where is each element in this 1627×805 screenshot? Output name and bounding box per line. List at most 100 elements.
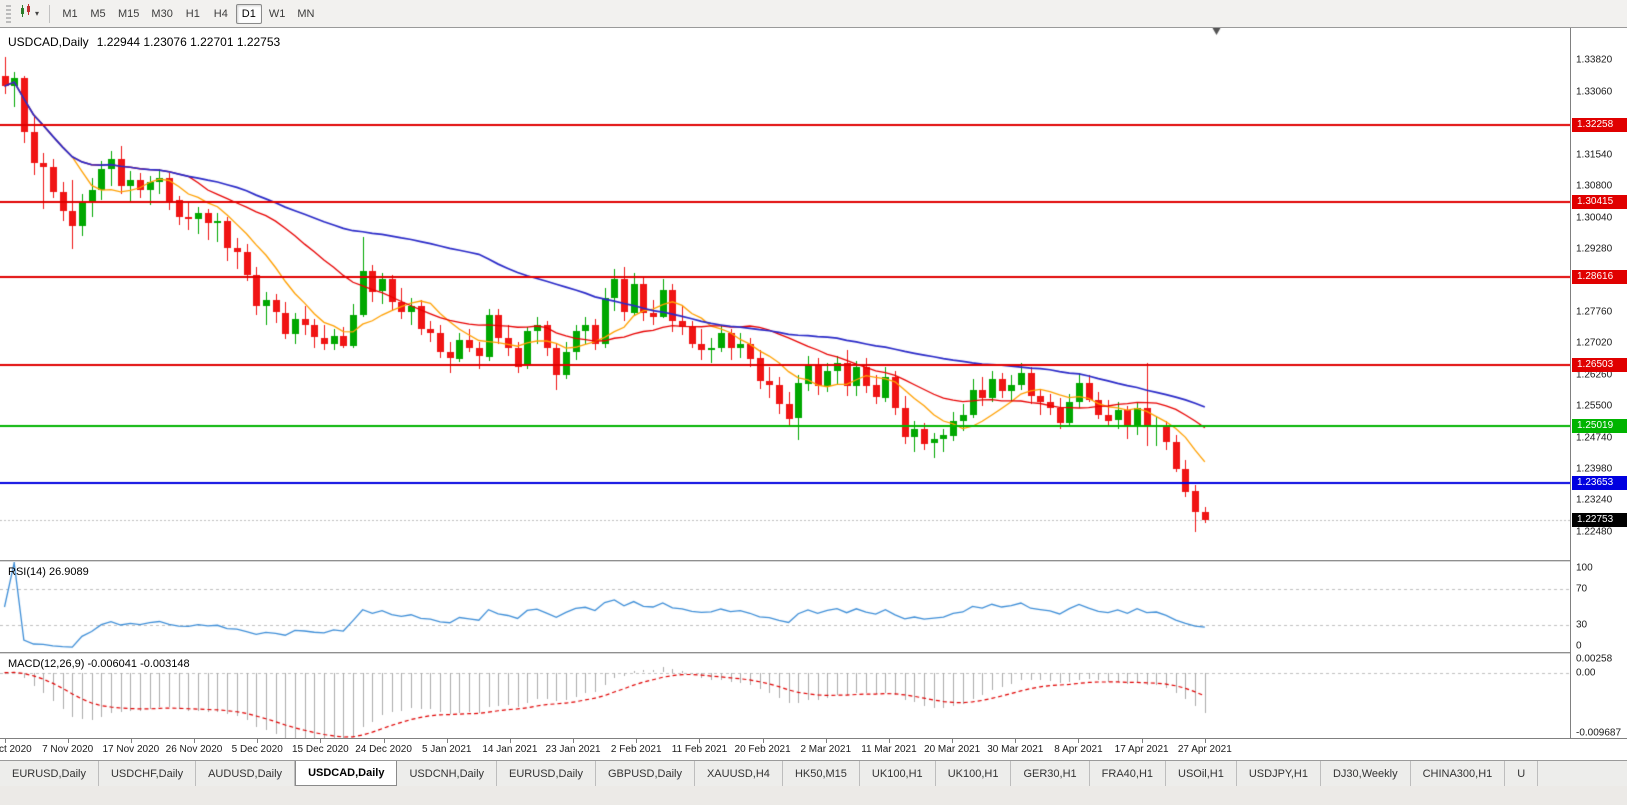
time-axis-tick [447, 739, 448, 743]
rsi-axis-label: 100 [1576, 562, 1593, 574]
price-axis-label: 1.24740 [1576, 432, 1613, 444]
chart-tab-fra40-h1[interactable]: FRA40,H1 [1089, 761, 1167, 786]
chart-tab-eurusd-daily[interactable]: EURUSD,Daily [497, 761, 596, 786]
chart-title: USDCAD,Daily 1.22944 1.23076 1.22701 1.2… [8, 35, 280, 49]
chart-tab-xauusd-h4[interactable]: XAUUSD,H4 [694, 761, 783, 786]
time-axis-tick [952, 739, 953, 743]
time-axis-tick [510, 739, 511, 743]
toolbar-grip[interactable] [6, 4, 11, 23]
chart-type-dropdown[interactable]: ▾ [15, 2, 43, 25]
time-axis-tick [1015, 739, 1016, 743]
time-axis-tick [699, 739, 700, 743]
macd-axis-label: 0.00258 [1576, 653, 1613, 665]
chart-tab-china300-h1[interactable]: CHINA300,H1 [1410, 761, 1506, 786]
chart-tabbar: EURUSD,Daily USDCHF,Daily AUDUSD,Daily USDC… [0, 760, 1627, 786]
chart-tab-uk100-h1[interactable]: UK100,H1 [859, 761, 936, 786]
time-axis-label: 14 Jan 2021 [482, 744, 538, 755]
chart-tab-ger30-h1[interactable]: GER30,H1 [1011, 761, 1090, 786]
panel-splitter[interactable] [0, 652, 1627, 654]
price-level-tag: 1.28616 [1572, 269, 1627, 284]
timeframe-buttons-group: M1 M5 M15 M30 H1 H4 D1 W1 MN [56, 3, 320, 24]
rsi-indicator-canvas[interactable] [0, 562, 1570, 652]
time-axis-label: 2 Mar 2021 [800, 744, 852, 755]
chart-tab-dj30-weekly[interactable]: DJ30,Weekly [1320, 761, 1411, 786]
time-axis-tick [1142, 739, 1143, 743]
timeframe-button-m1[interactable]: M1 [62, 7, 78, 20]
price-axis-label: 1.33820 [1576, 54, 1613, 66]
time-axis-tick [636, 739, 637, 743]
time-scale[interactable]: 29 Oct 2020 7 Nov 2020 17 Nov 2020 26 Nov 2… [0, 738, 1627, 760]
rsi-axis-label: 70 [1576, 583, 1588, 595]
bottom-strip [0, 786, 1627, 805]
timeframe-button-h1[interactable]: H1 [185, 7, 200, 20]
macd-indicator-canvas[interactable] [0, 654, 1570, 738]
panel-splitter[interactable] [0, 560, 1627, 562]
chart-tab-usdchf-daily[interactable]: USDCHF,Daily [98, 761, 197, 786]
price-scale[interactable]: 1.338201.330601.323001.315401.308001.300… [1570, 28, 1627, 738]
time-axis-tick [763, 739, 764, 743]
timeframe-button-w1[interactable]: W1 [268, 7, 286, 20]
macd-axis-label: -0.009687 [1576, 727, 1622, 739]
time-axis-tick [68, 739, 69, 743]
time-axis-tick [194, 739, 195, 743]
price-axis-label: 1.25500 [1576, 400, 1613, 412]
time-axis-label: 2 Feb 2021 [610, 744, 662, 755]
chart-tab-usdcnh-daily[interactable]: USDCNH,Daily [397, 761, 498, 786]
chart-tab-usdjpy-h1[interactable]: USDJPY,H1 [1236, 761, 1321, 786]
price-axis-label: 1.30040 [1576, 212, 1613, 224]
time-axis-label: 27 Apr 2021 [1177, 744, 1232, 755]
chevron-down-icon: ▾ [35, 9, 40, 18]
main-chart-canvas[interactable] [0, 28, 1570, 560]
timeframe-button-m5[interactable]: M5 [90, 7, 106, 20]
time-axis-label: 20 Feb 2021 [734, 744, 791, 755]
time-axis-label: 8 Apr 2021 [1054, 744, 1103, 755]
price-axis-label: 1.30800 [1576, 180, 1613, 192]
chart-tab-uk100-h1[interactable]: UK100,H1 [935, 761, 1012, 786]
rsi-axis-label: 0 [1576, 640, 1582, 652]
timeframe-button-d1[interactable]: D1 [235, 3, 262, 24]
price-level-tag: 1.30415 [1572, 194, 1627, 209]
timeframe-button-m15[interactable]: M15 [118, 7, 140, 20]
time-axis-label: 5 Dec 2020 [231, 744, 283, 755]
time-axis-label: 5 Jan 2021 [421, 744, 472, 755]
chart-tab-usdcad-daily[interactable]: USDCAD,Daily [295, 761, 398, 786]
price-level-tag: 1.32258 [1572, 118, 1627, 133]
chart-tab-eurusd-daily[interactable]: EURUSD,Daily [0, 761, 99, 786]
time-axis-label: 23 Jan 2021 [545, 744, 601, 755]
time-axis-label: 11 Feb 2021 [671, 744, 728, 755]
time-axis-tick [889, 739, 890, 743]
chart-tab-gbpusd-daily[interactable]: GBPUSD,Daily [596, 761, 695, 786]
timeframe-button-mn[interactable]: MN [297, 7, 315, 20]
chart-symbol-period: USDCAD,Daily [8, 35, 89, 49]
price-level-tag: 1.25019 [1572, 419, 1627, 434]
time-axis-label: 20 Mar 2021 [924, 744, 981, 755]
macd-label: MACD(12,26,9) -0.006041 -0.003148 [8, 658, 190, 670]
time-axis-label: 7 Nov 2020 [42, 744, 94, 755]
time-axis-tick [1205, 739, 1206, 743]
chart-window-usdcad: USDCAD,Daily 1.22944 1.23076 1.22701 1.2… [0, 28, 1627, 760]
price-axis-label: 1.31540 [1576, 149, 1613, 161]
timeframe-button-m30[interactable]: M30 [151, 7, 173, 20]
time-axis-tick [257, 739, 258, 743]
timeframe-button-h4[interactable]: H4 [213, 7, 228, 20]
price-level-tag: 1.26503 [1572, 357, 1627, 372]
price-axis-label: 1.26260 [1576, 369, 1613, 381]
time-axis-tick [131, 739, 132, 743]
price-axis-label: 1.27760 [1576, 306, 1613, 318]
toolbar-separator [49, 4, 51, 23]
chart-tab-hk50-m15[interactable]: HK50,M15 [782, 761, 860, 786]
price-axis-label: 1.23240 [1576, 494, 1613, 506]
time-axis-tick [826, 739, 827, 743]
price-axis-label: 1.22480 [1576, 526, 1613, 538]
time-axis-tick [573, 739, 574, 743]
chart-ohlc-values: 1.22944 1.23076 1.22701 1.22753 [96, 35, 281, 49]
time-axis-label: 24 Dec 2020 [355, 744, 412, 755]
chart-tab-usoil-h1[interactable]: USOil,H1 [1166, 761, 1237, 786]
time-axis-tick [1078, 739, 1079, 743]
macd-axis-label: 0.00 [1576, 667, 1596, 679]
chart-tab-audusd-daily[interactable]: AUDUSD,Daily [196, 761, 296, 786]
chart-tab-u[interactable]: U [1505, 761, 1539, 786]
time-axis-tick [5, 739, 6, 743]
price-axis-label: 1.23980 [1576, 463, 1613, 475]
